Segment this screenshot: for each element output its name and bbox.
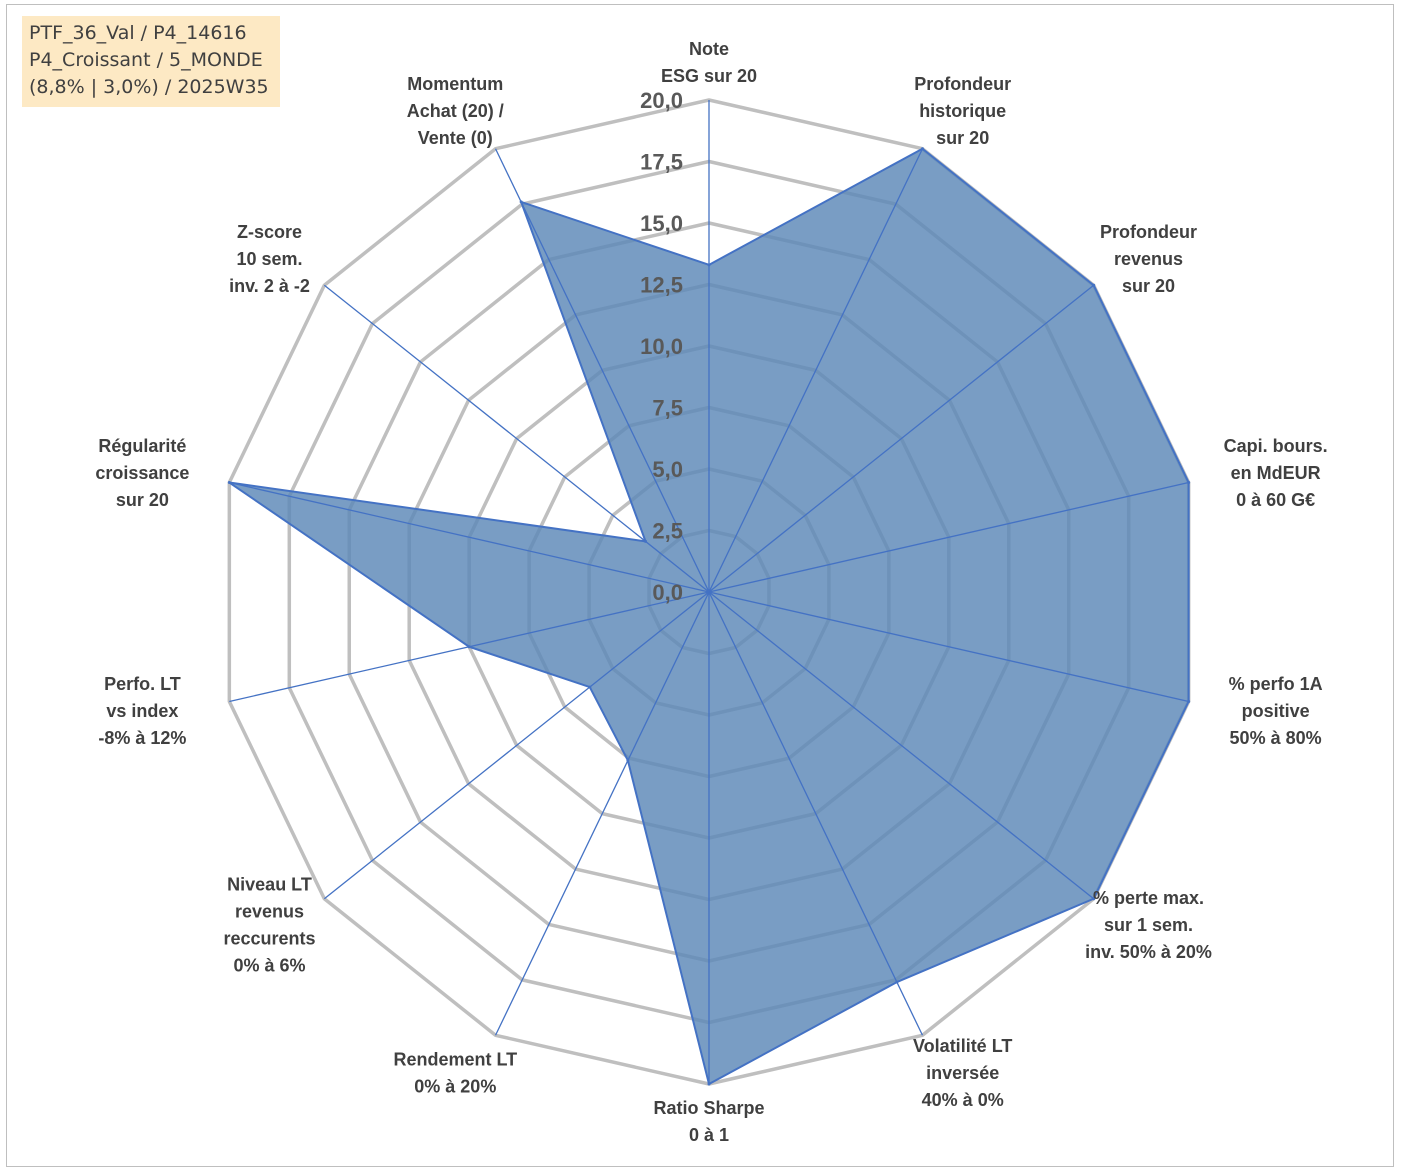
axis-label-line: 40% à 0%	[922, 1090, 1004, 1110]
axis-spoke-9	[323, 591, 710, 900]
axis-label-line: 0% à 20%	[414, 1077, 496, 1097]
tick-label: 10,0	[640, 334, 683, 359]
axis-label-line: 0 à 60 G€	[1236, 490, 1315, 510]
data-point-2	[1092, 283, 1096, 287]
data-point-4	[1187, 699, 1191, 703]
axis-label-line: Niveau LT	[227, 874, 312, 894]
chart-frame	[6, 4, 1394, 1167]
data-point-6	[895, 980, 899, 984]
axis-label-2: Profondeur revenus sur 20	[1100, 222, 1197, 296]
data-point-7	[707, 1082, 711, 1086]
axis-label-line: 0 à 1	[689, 1125, 729, 1145]
axis-label-line: sur 20	[936, 128, 989, 148]
tick-label: 15,0	[640, 211, 683, 236]
data-point-10	[467, 645, 471, 649]
data-point-3	[1187, 481, 1191, 485]
axis-label-line: en MdEUR	[1231, 463, 1321, 483]
axis-label-line: Ratio Sharpe	[653, 1098, 764, 1118]
axis-spoke-3	[708, 481, 1189, 593]
axis-spoke-8	[494, 591, 710, 1036]
axis-spoke-5	[708, 591, 1095, 900]
axis-label-1: Profondeur historique sur 20	[914, 74, 1011, 148]
axis-label-10: Perfo. LT vs index -8% à 12%	[98, 674, 186, 748]
data-point-12	[644, 539, 648, 543]
data-point-5	[1092, 897, 1096, 901]
axis-label-line: inv. 50% à 20%	[1085, 942, 1212, 962]
axis-label-3: Capi. bours. en MdEUR 0 à 60 G€	[1224, 436, 1328, 510]
data-point-8	[626, 758, 630, 762]
info-line-portfolio: PTF_36_Val / P4_14616	[29, 22, 247, 44]
axis-label-12: Z-score 10 sem. inv. 2 à -2	[229, 222, 310, 296]
data-point-0	[707, 263, 711, 267]
tick-label: 17,5	[640, 150, 683, 175]
axis-label-5: % perte max. sur 1 sem. inv. 50% à 20%	[1085, 888, 1212, 962]
axis-label-11: Régularité croissance sur 20	[95, 436, 189, 510]
tick-label: 12,5	[640, 273, 683, 298]
data-point-1	[920, 147, 924, 151]
axis-spoke-6	[708, 591, 924, 1036]
axis-label-line: Vente (0)	[418, 128, 493, 148]
data-point-13	[519, 200, 523, 204]
axis-spoke-4	[708, 591, 1189, 703]
axis-label-line: 10 sem.	[236, 249, 302, 269]
axis-label-line: Profondeur	[914, 74, 1011, 94]
data-point-11	[227, 481, 231, 485]
radar-series	[227, 100, 1191, 1086]
axis-label-line: Rendement LT	[393, 1050, 517, 1070]
axis-label-line: sur 20	[1122, 276, 1175, 296]
axis-label-6: Volatilité LT inversée 40% à 0%	[913, 1036, 1012, 1110]
axis-label-line: 0% à 6%	[233, 955, 305, 975]
radial-axis-ticks: 0,0 2,5 5,0 7,5 10,0 12,5 15,0 17,5 20,0	[640, 88, 683, 605]
axis-label-0: Note ESG sur 20	[661, 39, 757, 86]
axis-label-13: Momentum Achat (20) / Vente (0)	[407, 74, 504, 148]
tick-label: 20,0	[640, 88, 683, 113]
axis-spoke-13	[494, 148, 710, 593]
axis-label-line: 50% à 80%	[1230, 728, 1322, 748]
axis-label-line: Volatilité LT	[913, 1036, 1012, 1056]
axis-label-line: Achat (20) /	[407, 101, 504, 121]
axis-label-line: historique	[919, 101, 1006, 121]
axis-spoke-1	[708, 148, 924, 593]
axis-label-line: -8% à 12%	[98, 728, 186, 748]
axis-label-line: sur 1 sem.	[1104, 915, 1193, 935]
axis-label-line: ESG sur 20	[661, 66, 757, 86]
axis-label-line: sur 20	[116, 490, 169, 510]
data-point-9	[588, 685, 592, 689]
axis-label-line: reccurents	[223, 928, 315, 948]
info-line-strategy: P4_Croissant / 5_MONDE	[29, 49, 263, 71]
axis-label-line: Z-score	[237, 222, 302, 242]
axis-spoke-11	[229, 481, 710, 593]
axis-label-line: % perfo 1A	[1229, 674, 1323, 694]
axis-label-line: vs index	[106, 701, 178, 721]
axis-label-line: % perte max.	[1093, 888, 1204, 908]
tick-label: 0,0	[652, 580, 683, 605]
axis-label-line: Note	[689, 39, 729, 59]
tick-label: 7,5	[652, 396, 683, 421]
axis-label-7: Ratio Sharpe 0 à 1	[653, 1098, 764, 1145]
axis-label-line: Régularité	[98, 436, 186, 456]
axis-label-4: % perfo 1A positive 50% à 80%	[1229, 674, 1323, 748]
info-line-performance-week: (8,8% | 3,0%) / 2025W35	[29, 76, 269, 98]
tick-label: 5,0	[652, 457, 683, 482]
axis-label-line: inv. 2 à -2	[229, 276, 310, 296]
axis-label-line: croissance	[95, 463, 189, 483]
axis-label-9: Niveau LT revenus reccurents 0% à 6%	[223, 874, 315, 975]
axis-label-line: inversée	[926, 1063, 999, 1083]
axis-label-line: Momentum	[407, 74, 503, 94]
axis-label-8: Rendement LT 0% à 20%	[393, 1050, 517, 1097]
axis-label-line: Capi. bours.	[1224, 436, 1328, 456]
axis-label-line: Profondeur	[1100, 222, 1197, 242]
axis-spoke-2	[708, 284, 1095, 593]
tick-label: 2,5	[652, 519, 683, 544]
axis-label-line: Perfo. LT	[104, 674, 181, 694]
axis-label-line: revenus	[1114, 249, 1183, 269]
category-labels: Note ESG sur 20 Profondeur historique sur 20…	[95, 39, 1327, 1145]
axis-label-line: positive	[1242, 701, 1310, 721]
portfolio-info-box: PTF_36_Val / P4_14616 P4_Croissant / 5_M…	[22, 16, 280, 107]
axis-label-line: revenus	[235, 901, 304, 921]
